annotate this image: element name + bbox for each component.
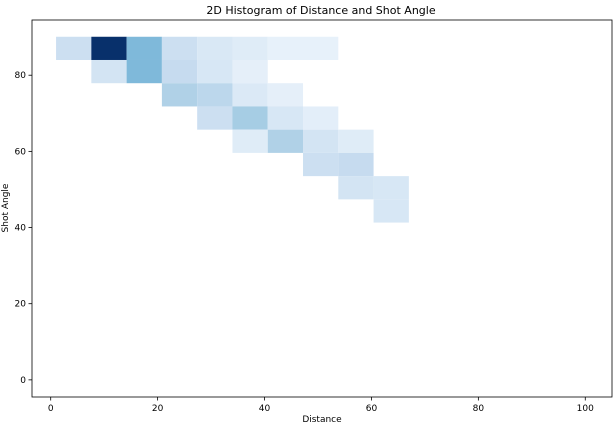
histogram-bin [232, 83, 268, 107]
histogram-bin [338, 176, 374, 200]
chart-title: 2D Histogram of Distance and Shot Angle [206, 4, 435, 17]
histogram-bin [303, 36, 339, 60]
histogram-bin [197, 106, 233, 130]
y-tick-label: 60 [15, 147, 27, 157]
histogram-bin [126, 36, 162, 60]
x-tick-label: 40 [259, 404, 271, 414]
histogram-bin [91, 59, 127, 84]
histogram-bin [161, 83, 198, 107]
histogram-bin [303, 129, 339, 153]
histogram-bin [197, 83, 233, 107]
histogram-bin [267, 106, 304, 130]
histogram-bin [267, 83, 304, 107]
histogram-bin [232, 59, 268, 84]
histogram-bin [161, 36, 198, 60]
histogram-bin [338, 129, 374, 153]
histogram-bin [56, 36, 92, 60]
x-axis-label: Distance [302, 415, 342, 425]
histogram-bin [338, 152, 374, 177]
x-tick-label: 0 [48, 404, 54, 414]
histogram-bin [232, 106, 268, 130]
histogram-bin [232, 36, 268, 60]
x-tick-label: 20 [152, 404, 164, 414]
histogram-bin [91, 36, 127, 60]
histogram-bin [373, 176, 409, 200]
histogram-bin [267, 129, 304, 153]
histogram-bin [197, 59, 233, 84]
x-tick-label: 80 [473, 404, 485, 414]
histogram-bin [303, 152, 339, 177]
y-tick-label: 40 [15, 224, 27, 234]
plot-area-frame [31, 19, 613, 398]
histogram-bin [267, 36, 304, 60]
histogram-bin [373, 199, 409, 223]
y-tick-label: 80 [15, 71, 27, 81]
histogram-bin [303, 106, 339, 130]
histogram-bin [232, 129, 268, 153]
y-axis-ticks: 0 20 40 60 80 [15, 71, 32, 386]
y-axis-label: Shot Angle [1, 183, 11, 232]
histogram-bin [126, 59, 162, 84]
y-tick-label: 0 [20, 376, 26, 386]
histogram-bin [197, 36, 233, 60]
x-tick-label: 60 [366, 404, 378, 414]
histogram-bin [161, 59, 198, 84]
y-tick-label: 20 [15, 300, 27, 310]
x-tick-label: 100 [577, 404, 594, 414]
x-axis-ticks: 0 20 40 60 80 100 [48, 397, 594, 414]
histogram-cells [56, 36, 409, 223]
